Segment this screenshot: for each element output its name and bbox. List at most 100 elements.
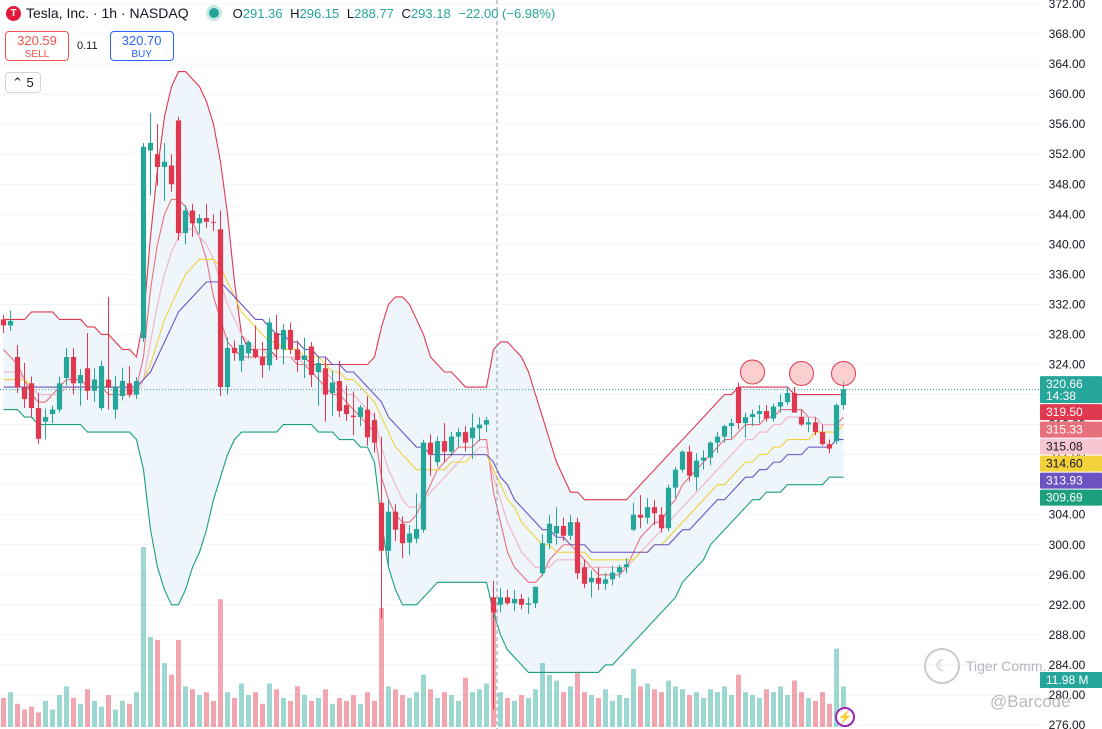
- volume-bar: [519, 695, 524, 727]
- open-value: 291.36: [242, 5, 283, 21]
- candle-body: [196, 218, 203, 224]
- candle-body: [7, 320, 14, 326]
- buy-button[interactable]: 320.70 BUY: [109, 31, 174, 61]
- volume-bar: [645, 683, 650, 727]
- volume-bar: [428, 689, 433, 727]
- candle-body: [462, 432, 469, 443]
- volume-bar: [386, 686, 391, 727]
- volume-bar: [155, 639, 160, 727]
- volume-bar: [617, 695, 622, 727]
- sell-button[interactable]: 320.59 SELL: [5, 31, 69, 61]
- volume-bar: [414, 692, 419, 727]
- candle-body: [651, 507, 658, 514]
- tesla-logo-icon: T: [6, 5, 21, 21]
- price-tag-label-2: 315.33: [1046, 423, 1083, 437]
- volume-bar: [687, 695, 692, 727]
- price-tag-label-4: 314.60: [1046, 457, 1083, 471]
- candle-body: [504, 597, 511, 604]
- candle-body: [406, 533, 413, 543]
- volume-bar: [64, 686, 69, 727]
- candle-body: [721, 426, 728, 437]
- volume-bar: [246, 695, 251, 727]
- volume-bar: [729, 695, 734, 727]
- volume-bar: [134, 692, 139, 727]
- volume-bar: [316, 697, 321, 727]
- volume-bar: [484, 683, 489, 727]
- y-tick-label-20: 292.00: [1049, 598, 1086, 612]
- candle-body: [126, 383, 133, 395]
- candle-body: [245, 341, 252, 354]
- volume-bar: [344, 700, 349, 727]
- candle-body: [294, 349, 301, 360]
- candle-body: [231, 347, 238, 354]
- volume-bar: [288, 700, 293, 727]
- candle-body: [420, 442, 427, 530]
- candle-body: [805, 422, 812, 425]
- candle-body: [714, 436, 721, 443]
- candle-body: [84, 368, 91, 391]
- trade-panel: 320.59 SELL 0.11 320.70 BUY: [5, 31, 174, 61]
- candle-body: [784, 393, 791, 403]
- lightning-icon[interactable]: ⚡: [835, 707, 855, 727]
- volume-bar: [295, 686, 300, 727]
- change-value: −22.00 (−6.98%): [458, 5, 556, 21]
- volume-bar: [190, 689, 195, 727]
- volume-bar: [624, 697, 629, 727]
- candle-body: [14, 356, 21, 388]
- volume-bar: [498, 692, 503, 727]
- symbol-line[interactable]: Tesla, Inc. · 1h · NASDAQ: [26, 5, 189, 21]
- price-tag-bg-5: [1040, 472, 1102, 489]
- candle-body: [455, 432, 462, 437]
- ohlc-readout: O291.36 H296.15 L288.77 C293.18 −22.00 (…: [233, 6, 560, 21]
- candle-body: [336, 381, 343, 412]
- volume-bar: [694, 692, 699, 727]
- y-tick-label-24: 276.00: [1049, 718, 1086, 729]
- chart-area[interactable]: [0, 0, 1040, 729]
- tiger-logo-icon: ☾: [924, 648, 960, 684]
- volume-bar: [407, 697, 412, 727]
- volume-bar: [834, 648, 839, 727]
- candle-body: [273, 332, 280, 350]
- price-tag-label-3: 315.08: [1046, 440, 1083, 454]
- indicators-toggle-button[interactable]: ⌃ 5: [5, 72, 41, 93]
- volume-bar: [183, 686, 188, 727]
- price-axis-svg[interactable]: 372.00 368.00 364.00 360.00 356.00 352.00 348.…: [1040, 0, 1102, 729]
- candle-body: [70, 356, 77, 384]
- volume-bar: [631, 668, 636, 727]
- volume-bar: [302, 695, 307, 727]
- volume-bar: [799, 692, 804, 727]
- candle-body: [812, 422, 819, 433]
- candle-body: [238, 344, 245, 361]
- price-axis[interactable]: 372.00 368.00 364.00 360.00 356.00 352.00 348.…: [1040, 0, 1102, 729]
- candle-body: [343, 405, 350, 415]
- volume-bar: [232, 697, 237, 727]
- volume-bar: [736, 674, 741, 727]
- candle-body: [532, 586, 539, 604]
- candle-body: [49, 409, 56, 415]
- candle-body: [322, 368, 329, 395]
- volume-bar: [365, 692, 370, 727]
- candle-body: [546, 523, 553, 544]
- candle-body: [385, 511, 392, 551]
- signal-marker-3: [831, 361, 856, 387]
- volume-bar: [400, 695, 405, 727]
- volume-bar: [169, 674, 174, 727]
- candle-body: [763, 411, 770, 419]
- open-label: O: [232, 5, 243, 21]
- volume-bar: [50, 709, 55, 727]
- y-tick-label-22: 284.00: [1049, 658, 1086, 672]
- candle-body: [91, 379, 98, 391]
- volume-bar: [120, 700, 125, 727]
- candle-body: [308, 346, 315, 376]
- candle-body: [588, 577, 595, 583]
- volume-bar: [792, 680, 797, 727]
- volume-bar: [15, 703, 20, 727]
- y-tick-label-9: 336.00: [1049, 267, 1086, 281]
- volume-bar: [806, 697, 811, 727]
- volume-bar: [85, 689, 90, 727]
- volume-bar: [785, 695, 790, 727]
- volume-bar: [778, 686, 783, 727]
- candle-body: [98, 366, 105, 409]
- price-chart[interactable]: [0, 0, 1040, 729]
- volume-bar: [162, 663, 167, 727]
